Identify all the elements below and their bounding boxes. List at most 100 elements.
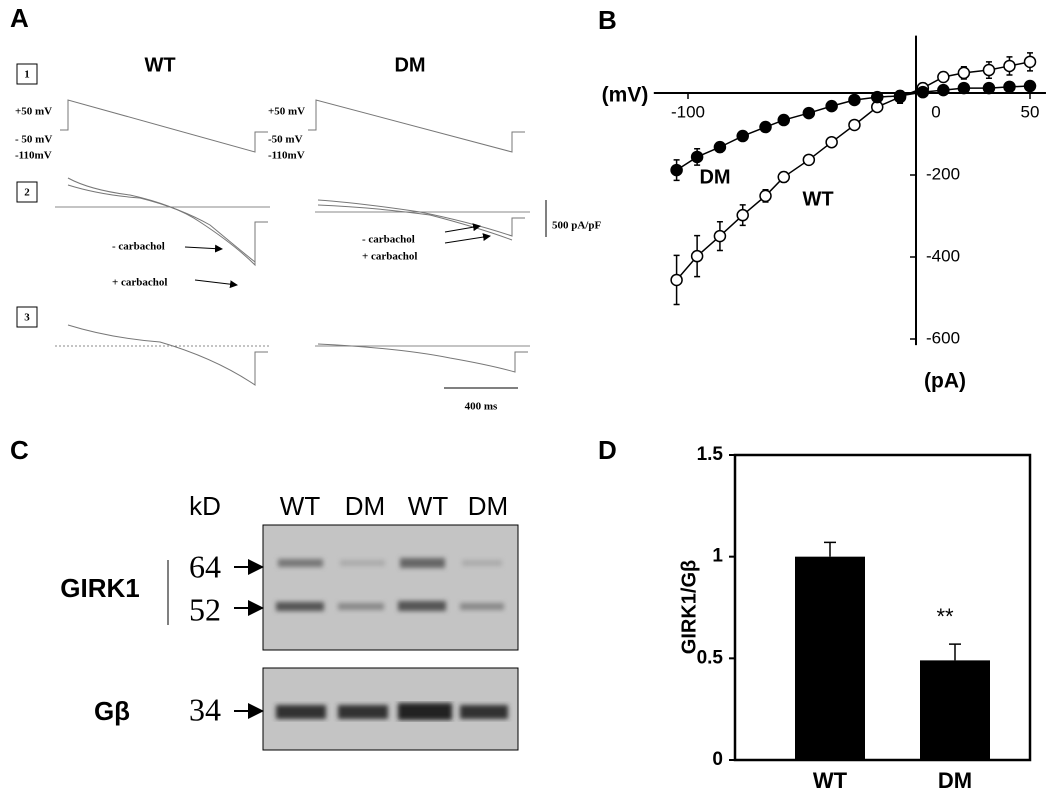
data-point — [713, 229, 727, 243]
panel-label: C — [10, 435, 29, 465]
data-point — [690, 249, 704, 263]
row-label: 1 — [24, 69, 30, 81]
lane-label: DM — [345, 491, 385, 521]
bands — [276, 558, 504, 611]
voltage-label: +50 mV — [15, 106, 52, 118]
data-point — [759, 189, 772, 203]
data-point — [870, 90, 884, 104]
data-point — [1023, 79, 1037, 93]
data-point — [777, 113, 791, 127]
y-tick-label: 0 — [712, 749, 723, 770]
data-point — [825, 99, 838, 113]
lane-label: WT — [280, 491, 321, 521]
x-tick-label: 50 — [1021, 102, 1040, 121]
column-title: DM — [394, 54, 425, 76]
y-axis-label: GIRK1/Gβ — [678, 560, 700, 654]
unit-label: kD — [189, 491, 221, 521]
protein-label: Gβ — [94, 696, 130, 726]
data-point — [937, 83, 950, 97]
x-axis-label: (mV) — [602, 84, 649, 107]
row-box — [16, 63, 38, 85]
data-point — [777, 170, 791, 184]
column-title: WT — [144, 54, 175, 76]
data-point — [670, 163, 683, 177]
current-trace — [317, 199, 525, 237]
voltage-label: -50 mV — [268, 134, 303, 146]
x-tick-label: 0 — [931, 102, 940, 121]
data-point — [670, 273, 683, 287]
panel-a: WT DM 1 2 3 +50 mV - 50 mV -110mV +50 mV… — [15, 54, 601, 412]
data-point — [736, 208, 749, 222]
annotation: - carbachol — [112, 241, 165, 253]
x-tick-label: -100 — [671, 102, 705, 121]
bar — [920, 660, 990, 760]
data-point — [893, 89, 907, 103]
series-label: WT — [802, 188, 833, 210]
data-point — [937, 70, 950, 84]
lane-label: DM — [468, 491, 508, 521]
data-point — [1023, 55, 1037, 69]
data-point — [759, 120, 772, 134]
data-point — [1003, 59, 1016, 73]
voltage-label: -110mV — [15, 150, 52, 162]
lane-label: WT — [408, 491, 449, 521]
scale-label: 400 ms — [465, 401, 498, 413]
y-axis-label: (pA) — [924, 370, 966, 393]
y-tick-label: 1 — [712, 546, 723, 567]
row-label: 3 — [24, 312, 30, 324]
y-tick-label: -200 — [926, 164, 960, 183]
annotation: + carbachol — [362, 251, 417, 263]
bar — [795, 556, 865, 760]
arrow — [184, 244, 223, 253]
voltage-trace — [60, 99, 268, 153]
marker-label: 34 — [189, 691, 221, 727]
data-point — [802, 153, 816, 167]
data-point — [825, 135, 838, 149]
x-tick-label: WT — [813, 768, 848, 793]
annotation: ** — [936, 604, 954, 629]
data-point — [802, 106, 816, 120]
data-point — [736, 129, 749, 143]
data-point — [1003, 80, 1016, 94]
voltage-label: -110mV — [268, 150, 305, 162]
y-tick-label: 1.5 — [697, 444, 724, 465]
data-point — [982, 81, 996, 95]
series-label: DM — [699, 166, 730, 188]
voltage-trace — [308, 99, 525, 153]
row-box — [16, 306, 38, 328]
data-point — [982, 63, 996, 77]
voltage-label: - 50 mV — [15, 134, 52, 146]
data-point — [713, 140, 727, 154]
current-trace — [67, 324, 268, 386]
marker-label: 52 — [189, 591, 221, 627]
y-tick-label: -400 — [926, 246, 960, 265]
arrow — [194, 279, 238, 289]
data-point — [690, 150, 704, 164]
current-trace — [67, 177, 268, 267]
data-point — [957, 81, 971, 95]
row-box — [16, 181, 38, 203]
data-point — [848, 93, 861, 107]
panel-label: B — [598, 5, 617, 35]
error-bar — [949, 643, 961, 661]
x-tick-label: DM — [938, 768, 972, 793]
data-point — [957, 66, 971, 80]
row-label: 2 — [24, 187, 30, 199]
annotation: - carbachol — [362, 234, 415, 246]
current-trace — [317, 204, 513, 241]
annotation: + carbachol — [112, 277, 167, 289]
panel-c: kD WT DM WT DM GIRK1 Gβ 64 52 34 — [60, 491, 519, 751]
protein-label: GIRK1 — [60, 573, 139, 603]
current-trace — [317, 343, 528, 373]
y-tick-label: 0.5 — [697, 647, 724, 668]
error-bar — [824, 541, 836, 557]
y-tick-label: -600 — [926, 328, 960, 347]
data-point — [848, 118, 861, 132]
plot-frame — [733, 453, 1032, 762]
data-point — [916, 85, 930, 99]
bands — [276, 703, 508, 720]
panel-label: A — [10, 3, 29, 33]
current-trace — [67, 184, 256, 263]
arrow — [444, 223, 481, 233]
